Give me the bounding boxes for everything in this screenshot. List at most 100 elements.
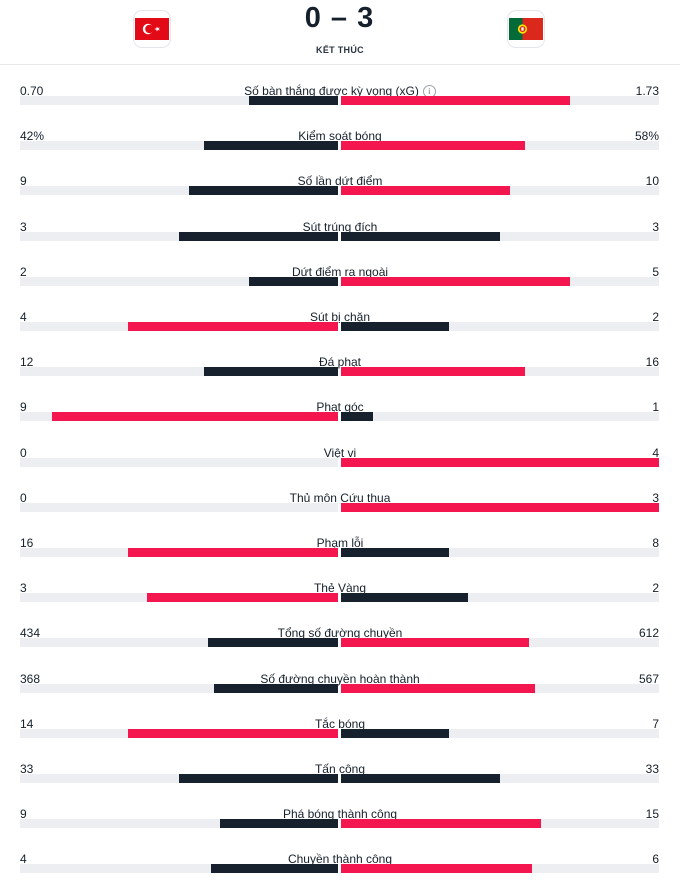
away-stat-bar-fill <box>341 186 510 195</box>
away-stat-bar <box>341 232 659 241</box>
away-stat-value: 15 <box>645 807 659 821</box>
stat-row: 4 Chuyền thành công 6 <box>0 852 680 882</box>
stat-label-text: Thủ môn Cứu thua <box>289 491 391 505</box>
stat-label: Sút bị chặn <box>0 310 680 324</box>
home-stat-value: 14 <box>20 717 34 731</box>
home-stat-bar-fill <box>214 684 338 693</box>
home-stat-bar-fill <box>189 186 338 195</box>
stat-row: 9 Phạt góc 1 <box>0 400 680 430</box>
away-stat-value: 10 <box>645 174 659 188</box>
away-team-flag[interactable] <box>508 11 544 47</box>
home-stat-bar-fill <box>128 548 338 557</box>
home-stat-bar-fill <box>204 141 338 150</box>
away-stat-bar-fill <box>341 503 659 512</box>
stat-label: Chuyền thành công <box>0 852 680 866</box>
home-stat-bar-fill <box>52 412 338 421</box>
stat-row: 3 Thẻ Vàng 2 <box>0 581 680 611</box>
stat-label-text: Kiểm soát bóng <box>298 129 382 143</box>
away-stat-value: 1 <box>652 400 659 414</box>
stat-row: 434 Tổng số đường chuyền 612 <box>0 626 680 656</box>
home-stat-bar-fill <box>128 729 338 738</box>
stat-row: 42% Kiểm soát bóng 58% <box>0 129 680 159</box>
match-status: KẾT THÚC <box>316 45 364 55</box>
away-stat-bar <box>341 503 659 512</box>
stat-label-text: Dứt điểm ra ngoài <box>291 265 389 279</box>
away-stat-bar-fill <box>341 819 541 828</box>
home-stat-value: 3 <box>20 220 27 234</box>
home-stat-bar <box>20 367 338 376</box>
away-stat-bar <box>341 638 659 647</box>
stat-label: Tắc bóng <box>0 717 680 731</box>
away-stat-bar-fill <box>341 96 570 105</box>
stat-label-text: Sút bị chặn <box>309 310 371 324</box>
away-stat-value: 3 <box>652 491 659 505</box>
home-stat-value: 12 <box>20 355 34 369</box>
away-stat-bar <box>341 819 659 828</box>
stat-label-text: Đá phạt <box>318 355 362 369</box>
away-stat-bar-fill <box>341 458 659 467</box>
stat-row: 2 Dứt điểm ra ngoài 5 <box>0 265 680 295</box>
home-stat-bar <box>20 322 338 331</box>
away-stat-bar-fill <box>341 277 570 286</box>
home-stat-bar <box>20 141 338 150</box>
stat-label: Sút trúng đích <box>0 220 680 234</box>
home-stat-value: 33 <box>20 762 34 776</box>
home-stat-value: 0 <box>20 446 27 460</box>
away-stat-bar <box>341 458 659 467</box>
home-stat-value: 368 <box>20 672 41 686</box>
home-stat-bar-fill <box>128 322 338 331</box>
header-divider <box>0 64 680 65</box>
away-stat-bar <box>341 593 659 602</box>
stat-label-text: Phá bóng thành công <box>282 807 398 821</box>
home-stat-bar-fill <box>204 367 338 376</box>
away-stat-bar-fill <box>341 593 468 602</box>
home-stat-bar-fill <box>249 96 338 105</box>
home-stat-bar <box>20 96 338 105</box>
stat-label-text: Việt vị <box>323 446 357 460</box>
home-stat-bar <box>20 593 338 602</box>
stat-row: 3 Sút trúng đích 3 <box>0 220 680 250</box>
stat-label: Thẻ Vàng <box>0 581 680 595</box>
home-stat-bar-fill <box>179 774 338 783</box>
stat-row: 368 Số đường chuyền hoàn thành 567 <box>0 672 680 702</box>
away-stat-bar-fill <box>341 412 373 421</box>
away-stat-bar <box>341 412 659 421</box>
stat-label: Dứt điểm ra ngoài <box>0 265 680 279</box>
away-stat-bar-fill <box>341 638 529 647</box>
home-stat-value: 9 <box>20 807 27 821</box>
away-score: 3 <box>357 2 376 34</box>
home-stat-bar-fill <box>179 232 338 241</box>
home-stat-value: 4 <box>20 852 27 866</box>
stat-label-text: Chuyền thành công <box>287 852 393 866</box>
stat-label-text: Phạt góc <box>316 400 364 414</box>
stat-row: 0 Thủ môn Cứu thua 3 <box>0 491 680 521</box>
away-stat-value: 4 <box>652 446 659 460</box>
home-stat-bar-fill <box>249 277 338 286</box>
away-stat-bar-fill <box>341 232 500 241</box>
stat-label: Số lần dứt điểm <box>0 174 680 188</box>
away-stat-bar-fill <box>341 729 449 738</box>
away-stat-bar-fill <box>341 141 525 150</box>
stat-row: 0 Việt vị 4 <box>0 446 680 476</box>
away-stat-bar <box>341 96 659 105</box>
home-team-flag[interactable] <box>134 11 170 47</box>
away-stat-bar <box>341 864 659 873</box>
away-stat-bar-fill <box>341 548 449 557</box>
stat-row: 4 Sút bị chặn 2 <box>0 310 680 340</box>
stat-label-text: Tắc bóng <box>314 717 366 731</box>
stat-label: Việt vị <box>0 446 680 460</box>
stat-label: Tổng số đường chuyền <box>0 626 680 640</box>
away-stat-value: 1.73 <box>635 84 659 98</box>
away-stat-bar-fill <box>341 864 532 873</box>
away-stat-value: 33 <box>645 762 659 776</box>
home-stat-value: 434 <box>20 626 41 640</box>
home-stat-bar <box>20 232 338 241</box>
home-stat-bar-fill <box>147 593 338 602</box>
stat-label-text: Số lần dứt điểm <box>297 174 383 188</box>
home-stat-bar <box>20 864 338 873</box>
stat-label-text: Tấn công <box>314 762 366 776</box>
home-stat-bar <box>20 638 338 647</box>
away-stat-bar-fill <box>341 774 500 783</box>
home-stat-value: 3 <box>20 581 27 595</box>
home-stat-bar <box>20 819 338 828</box>
